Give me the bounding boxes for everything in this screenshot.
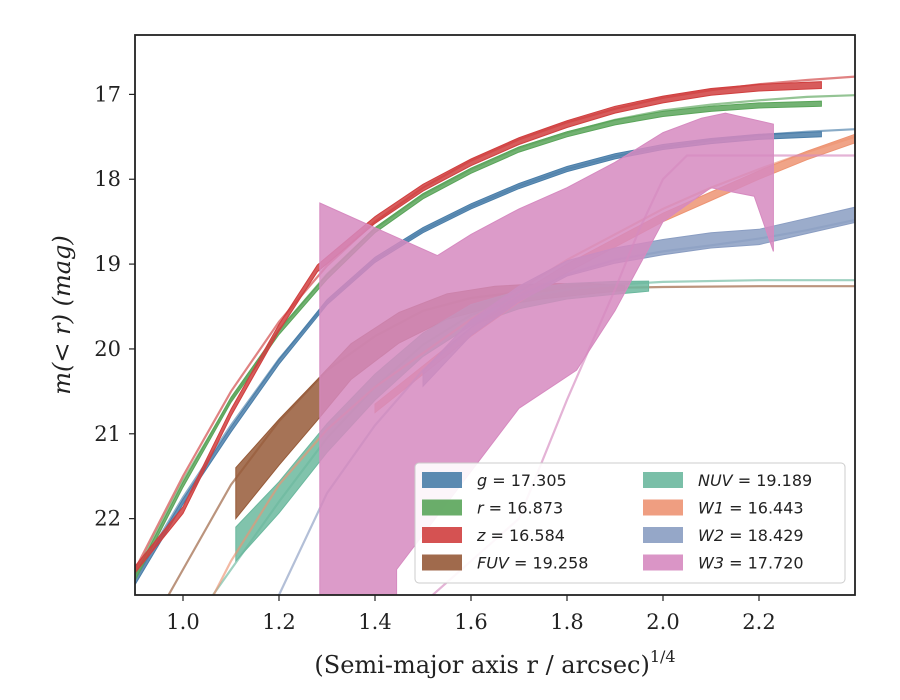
- legend-entry-w3: W3 = 17.720: [643, 554, 804, 573]
- legend-label: FUV = 19.258: [477, 554, 588, 573]
- profile-band-z: [135, 81, 822, 574]
- legend-entry-w2: W2 = 18.429: [643, 526, 804, 545]
- legend-swatch: [643, 499, 683, 516]
- x-axis-label: (Semi-major axis r / arcsec)1/4: [314, 647, 675, 679]
- x-tick-label: 1.4: [358, 610, 391, 634]
- legend-swatch: [643, 527, 683, 543]
- legend-label: g = 17.305: [477, 471, 567, 490]
- legend-swatch: [422, 472, 462, 488]
- x-tick-label: 1.2: [262, 610, 295, 634]
- x-axis-label-text: (Semi-major axis r / arcsec): [314, 651, 649, 679]
- y-tick-label: 20: [94, 337, 121, 361]
- legend-label: W3 = 17.720: [698, 554, 804, 573]
- y-tick-label: 17: [94, 82, 121, 106]
- legend-swatch: [422, 499, 462, 516]
- legend-entry-r: r = 16.873: [422, 499, 563, 518]
- legend-label: z = 16.584: [476, 526, 565, 545]
- y-tick-label: 21: [94, 422, 121, 446]
- legend-swatch: [422, 554, 462, 571]
- y-tick-label: 18: [94, 167, 121, 191]
- legend-label: NUV = 19.189: [698, 471, 812, 490]
- legend-entry-fuv: FUV = 19.258: [422, 554, 588, 573]
- y-axis-label: m(< r) (mag): [48, 235, 76, 394]
- series-z: [135, 75, 855, 574]
- y-tick-label: 22: [94, 507, 121, 531]
- y-tick-label: 19: [94, 252, 121, 276]
- legend-swatch: [422, 527, 462, 543]
- legend-swatch: [643, 472, 683, 488]
- legend-label: W2 = 18.429: [698, 526, 804, 545]
- x-tick-label: 1.6: [454, 610, 487, 634]
- plot-frame: [134, 34, 856, 596]
- legend-entry-z: z = 16.584: [422, 526, 565, 545]
- ticks-layer: 1.0 1.2 1.4 1.6 1.8 2.0 2.2 17 18 19 20 21 22: [94, 82, 775, 634]
- legend-swatch: [643, 554, 683, 571]
- legend: g = 17.305 r = 16.873 z = 16.584 FUV = 19.2…: [414, 462, 846, 584]
- legend-frame: [414, 462, 846, 584]
- legend-label: W1 = 16.443: [698, 499, 804, 518]
- x-axis-label-superscript: 1/4: [650, 647, 676, 666]
- legend-entry-w1: W1 = 16.443: [643, 499, 804, 518]
- x-tick-label: 2.0: [646, 610, 679, 634]
- x-tick-label: 2.2: [742, 610, 775, 634]
- x-tick-label: 1.0: [166, 610, 199, 634]
- legend-label: r = 16.873: [477, 499, 563, 518]
- x-tick-label: 1.8: [550, 610, 583, 634]
- legend-entry-nuv: NUV = 19.189: [643, 471, 812, 490]
- legend-entry-g: g = 17.305: [422, 471, 567, 490]
